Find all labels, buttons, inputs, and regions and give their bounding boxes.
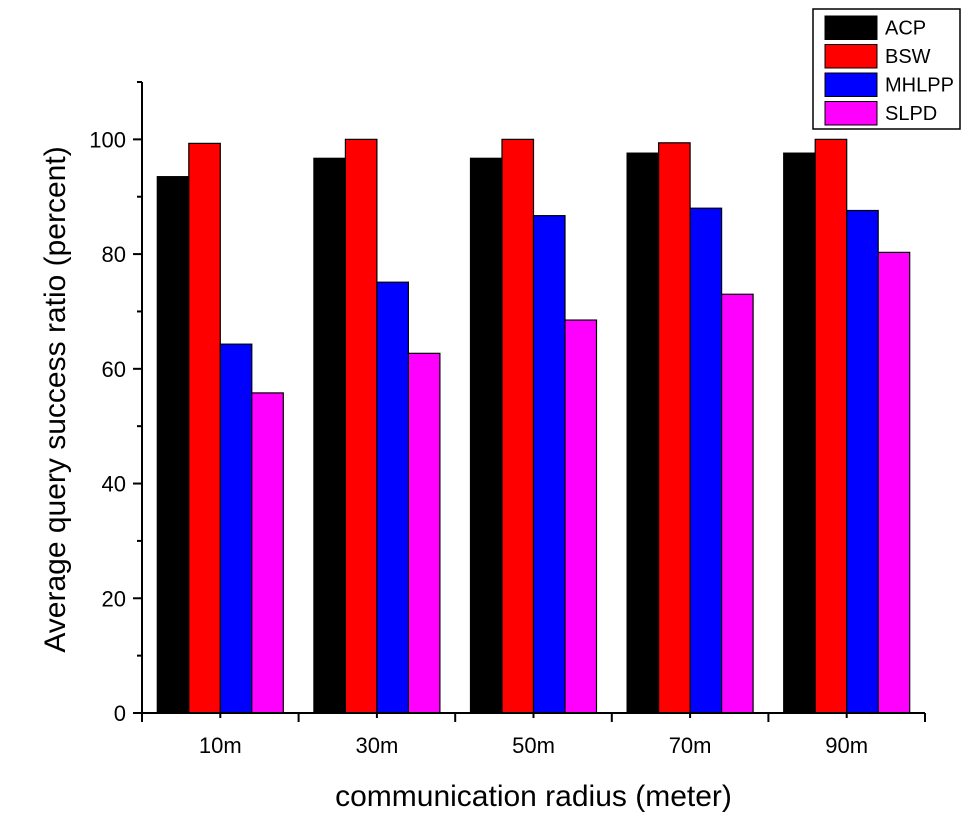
y-tick-label: 60 bbox=[102, 357, 126, 382]
x-tick-label: 50m bbox=[512, 733, 555, 758]
y-tick-label: 0 bbox=[114, 701, 126, 726]
bar-mhlpp-50m bbox=[532, 215, 566, 714]
y-axis-ticks: 0 20 40 60 80 100 bbox=[89, 81, 142, 726]
bar-slpd-70m bbox=[720, 293, 754, 714]
legend-swatch-bsw bbox=[824, 44, 878, 69]
bar-mhlpp-90m bbox=[846, 209, 879, 714]
legend-swatch-slpd bbox=[824, 101, 878, 126]
bar-slpd-10m bbox=[251, 392, 284, 714]
legend: ACP BSW MHLPP SLPD bbox=[812, 8, 961, 130]
x-tick-label: 70m bbox=[669, 733, 712, 758]
x-tick-label: 10m bbox=[199, 733, 242, 758]
legend-swatch-mhlpp bbox=[824, 72, 878, 97]
x-axis-title: communication radius (meter) bbox=[335, 780, 732, 813]
y-tick-label: 80 bbox=[102, 242, 126, 267]
bars-layer bbox=[156, 138, 911, 714]
y-tick-label: 40 bbox=[102, 472, 126, 497]
bar-bsw-50m bbox=[501, 138, 535, 714]
bar-acp-90m bbox=[783, 152, 816, 714]
bar-bsw-90m bbox=[814, 138, 848, 714]
plot-area: 0 20 40 60 80 100 10m 30m 50m 70m 90m bbox=[89, 81, 926, 758]
y-tick-label: 20 bbox=[102, 586, 126, 611]
x-tick-label: 30m bbox=[356, 733, 399, 758]
bar-bsw-30m bbox=[344, 138, 378, 714]
y-tick-label: 100 bbox=[89, 127, 126, 152]
bar-slpd-50m bbox=[564, 319, 598, 714]
bar-acp-70m bbox=[626, 152, 660, 714]
legend-label-acp: ACP bbox=[885, 18, 926, 40]
bar-mhlpp-10m bbox=[219, 343, 253, 714]
y-axis-title: Average query success ratio (percent) bbox=[39, 146, 72, 652]
legend-label-mhlpp: MHLPP bbox=[885, 75, 954, 97]
bar-mhlpp-30m bbox=[376, 281, 409, 714]
bar-bsw-70m bbox=[657, 142, 691, 714]
legend-label-bsw: BSW bbox=[885, 46, 931, 68]
bar-acp-30m bbox=[313, 157, 346, 714]
legend-label-slpd: SLPD bbox=[885, 103, 937, 125]
bar-mhlpp-70m bbox=[689, 207, 723, 714]
bar-acp-50m bbox=[469, 157, 503, 714]
x-axis-ticks: 10m 30m 50m 70m 90m bbox=[141, 713, 926, 758]
bar-bsw-10m bbox=[188, 142, 221, 714]
bar-acp-10m bbox=[156, 176, 190, 714]
legend-swatch-acp bbox=[824, 15, 878, 40]
x-tick-label: 90m bbox=[825, 733, 868, 758]
bar-slpd-90m bbox=[877, 251, 911, 714]
bar-slpd-30m bbox=[407, 352, 441, 714]
